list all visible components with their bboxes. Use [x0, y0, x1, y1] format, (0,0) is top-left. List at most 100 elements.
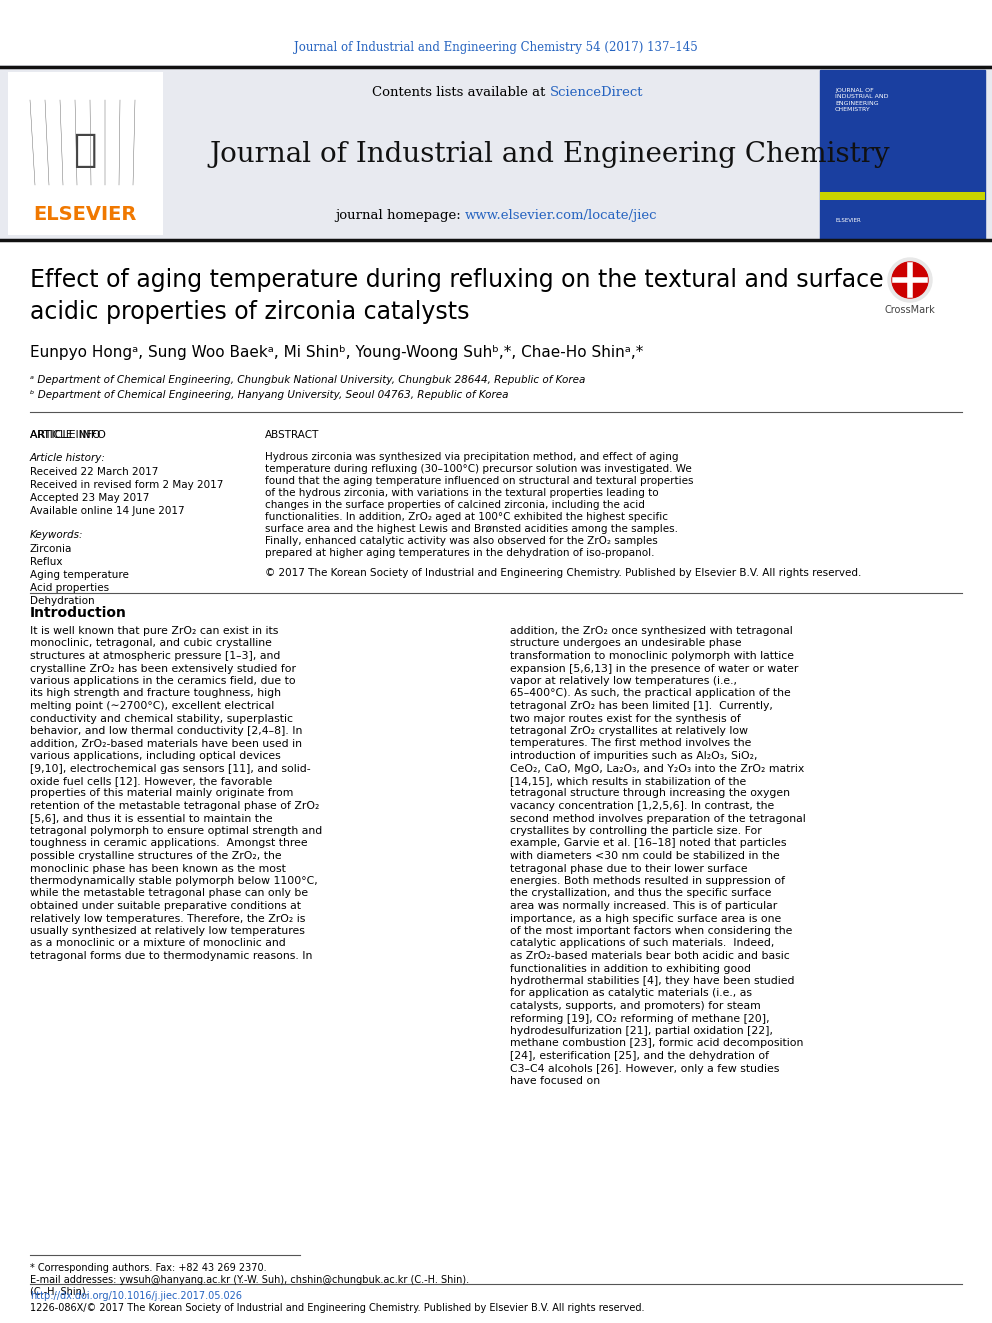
Text: ᵇ Department of Chemical Engineering, Hanyang University, Seoul 04763, Republic : ᵇ Department of Chemical Engineering, Ha… [30, 390, 509, 400]
Text: energies. Both methods resulted in suppression of: energies. Both methods resulted in suppr… [510, 876, 785, 886]
Text: monoclinic, tetragonal, and cubic crystalline: monoclinic, tetragonal, and cubic crysta… [30, 639, 272, 648]
Text: monoclinic phase has been known as the most: monoclinic phase has been known as the m… [30, 864, 286, 873]
Text: second method involves preparation of the tetragonal: second method involves preparation of th… [510, 814, 806, 823]
Text: structures at atmospheric pressure [1–3], and: structures at atmospheric pressure [1–3]… [30, 651, 281, 662]
Text: ELSEVIER: ELSEVIER [835, 217, 861, 222]
Text: with diameters <30 nm could be stabilized in the: with diameters <30 nm could be stabilize… [510, 851, 780, 861]
Text: oxide fuel cells [12]. However, the favorable: oxide fuel cells [12]. However, the favo… [30, 777, 272, 786]
Text: temperature during refluxing (30–100°C) precursor solution was investigated. We: temperature during refluxing (30–100°C) … [265, 464, 691, 474]
Text: thermodynamically stable polymorph below 1100°C,: thermodynamically stable polymorph below… [30, 876, 317, 886]
Circle shape [892, 262, 928, 298]
Text: 65–400°C). As such, the practical application of the: 65–400°C). As such, the practical applic… [510, 688, 791, 699]
Text: obtained under suitable preparative conditions at: obtained under suitable preparative cond… [30, 901, 301, 912]
Bar [820, 70, 985, 239]
Text: various applications in the ceramics field, due to: various applications in the ceramics fie… [30, 676, 296, 687]
Text: functionalities in addition to exhibiting good: functionalities in addition to exhibitin… [510, 963, 751, 974]
Text: ᵃ Department of Chemical Engineering, Chungbuk National University, Chungbuk 286: ᵃ Department of Chemical Engineering, Ch… [30, 374, 585, 385]
Text: © 2017 The Korean Society of Industrial and Engineering Chemistry. Published by : © 2017 The Korean Society of Industrial … [265, 568, 861, 578]
Text: found that the aging temperature influenced on structural and textural propertie: found that the aging temperature influen… [265, 476, 693, 486]
Text: Effect of aging temperature during refluxing on the textural and surface: Effect of aging temperature during reflu… [30, 269, 884, 292]
Text: [9,10], electrochemical gas sensors [11], and solid-: [9,10], electrochemical gas sensors [11]… [30, 763, 310, 774]
Text: expansion [5,6,13] in the presence of water or water: expansion [5,6,13] in the presence of wa… [510, 664, 799, 673]
Text: Journal of Industrial and Engineering Chemistry 54 (2017) 137–145: Journal of Industrial and Engineering Ch… [294, 41, 698, 54]
Text: http://dx.doi.org/10.1016/j.jiec.2017.05.026: http://dx.doi.org/10.1016/j.jiec.2017.05… [30, 1291, 242, 1301]
Text: Aging temperature: Aging temperature [30, 570, 129, 579]
Text: of the most important factors when considering the: of the most important factors when consi… [510, 926, 793, 935]
Text: tetragonal polymorph to ensure optimal strength and: tetragonal polymorph to ensure optimal s… [30, 826, 322, 836]
Text: changes in the surface properties of calcined zirconia, including the acid: changes in the surface properties of cal… [265, 500, 645, 509]
Text: JOURNAL OF
INDUSTRIAL AND
ENGINEERING
CHEMISTRY: JOURNAL OF INDUSTRIAL AND ENGINEERING CH… [835, 89, 889, 112]
Text: Journal of Industrial and Engineering Chemistry: Journal of Industrial and Engineering Ch… [209, 142, 890, 168]
Text: tetragonal ZrO₂ has been limited [1].  Currently,: tetragonal ZrO₂ has been limited [1]. Cu… [510, 701, 773, 710]
Text: toughness in ceramic applications.  Amongst three: toughness in ceramic applications. Among… [30, 839, 308, 848]
Text: [5,6], and thus it is essential to maintain the: [5,6], and thus it is essential to maint… [30, 814, 273, 823]
Text: tetragonal ZrO₂ crystallites at relatively low: tetragonal ZrO₂ crystallites at relative… [510, 726, 748, 736]
Text: structure undergoes an undesirable phase: structure undergoes an undesirable phase [510, 639, 742, 648]
Text: have focused on: have focused on [510, 1076, 600, 1086]
Text: vacancy concentration [1,2,5,6]. In contrast, the: vacancy concentration [1,2,5,6]. In cont… [510, 800, 774, 811]
Text: [14,15], which results in stabilization of the: [14,15], which results in stabilization … [510, 777, 746, 786]
Circle shape [888, 258, 932, 302]
Text: acidic properties of zirconia catalysts: acidic properties of zirconia catalysts [30, 300, 469, 324]
Text: Eunpyo Hongᵃ, Sung Woo Baekᵃ, Mi Shinᵇ, Young-Woong Suhᵇ,*, Chae-Ho Shinᵃ,*: Eunpyo Hongᵃ, Sung Woo Baekᵃ, Mi Shinᵇ, … [30, 344, 644, 360]
Text: C3–C4 alcohols [26]. However, only a few studies: C3–C4 alcohols [26]. However, only a few… [510, 1064, 780, 1073]
Text: functionalities. In addition, ZrO₂ aged at 100°C exhibited the highest specific: functionalities. In addition, ZrO₂ aged … [265, 512, 668, 523]
Text: [24], esterification [25], and the dehydration of: [24], esterification [25], and the dehyd… [510, 1050, 769, 1061]
Text: melting point (∼2700°C), excellent electrical: melting point (∼2700°C), excellent elect… [30, 701, 274, 710]
Bar [8, 71, 163, 235]
Text: Reflux: Reflux [30, 557, 62, 568]
Text: Finally, enhanced catalytic activity was also observed for the ZrO₂ samples: Finally, enhanced catalytic activity was… [265, 536, 658, 546]
Text: possible crystalline structures of the ZrO₂, the: possible crystalline structures of the Z… [30, 851, 282, 861]
Text: tetragonal structure through increasing the oxygen: tetragonal structure through increasing … [510, 789, 790, 799]
Text: vapor at relatively low temperatures (i.e.,: vapor at relatively low temperatures (i.… [510, 676, 737, 687]
Text: Received in revised form 2 May 2017: Received in revised form 2 May 2017 [30, 480, 223, 490]
Text: Article history:: Article history: [30, 452, 106, 463]
Text: surface area and the highest Lewis and Brønsted acidities among the samples.: surface area and the highest Lewis and B… [265, 524, 678, 534]
Text: relatively low temperatures. Therefore, the ZrO₂ is: relatively low temperatures. Therefore, … [30, 913, 306, 923]
Text: hydrodesulfurization [21], partial oxidation [22],: hydrodesulfurization [21], partial oxida… [510, 1027, 773, 1036]
Text: conductivity and chemical stability, superplastic: conductivity and chemical stability, sup… [30, 713, 293, 724]
Text: of the hydrous zirconia, with variations in the textural properties leading to: of the hydrous zirconia, with variations… [265, 488, 659, 497]
Text: Acid properties: Acid properties [30, 583, 109, 593]
Text: crystalline ZrO₂ has been extensively studied for: crystalline ZrO₂ has been extensively st… [30, 664, 296, 673]
Text: as ZrO₂-based materials bear both acidic and basic: as ZrO₂-based materials bear both acidic… [510, 951, 790, 960]
Text: catalytic applications of such materials.  Indeed,: catalytic applications of such materials… [510, 938, 775, 949]
Text: reforming [19], CO₂ reforming of methane [20],: reforming [19], CO₂ reforming of methane… [510, 1013, 770, 1024]
Text: * Corresponding authors. Fax: +82 43 269 2370.: * Corresponding authors. Fax: +82 43 269… [30, 1263, 267, 1273]
Text: journal homepage:: journal homepage: [335, 209, 465, 221]
Text: the crystallization, and thus the specific surface: the crystallization, and thus the specif… [510, 889, 772, 898]
Text: tetragonal phase due to their lower surface: tetragonal phase due to their lower surf… [510, 864, 748, 873]
Text: 1226-086X/© 2017 The Korean Society of Industrial and Engineering Chemistry. Pub: 1226-086X/© 2017 The Korean Society of I… [30, 1303, 645, 1312]
Text: Received 22 March 2017: Received 22 March 2017 [30, 467, 159, 478]
Text: temperatures. The first method involves the: temperatures. The first method involves … [510, 738, 751, 749]
Text: example, Garvie et al. [16–18] noted that particles: example, Garvie et al. [16–18] noted tha… [510, 839, 787, 848]
Text: area was normally increased. This is of particular: area was normally increased. This is of … [510, 901, 778, 912]
Text: Keywords:: Keywords: [30, 531, 83, 540]
Text: Dehydration: Dehydration [30, 595, 94, 606]
Text: transformation to monoclinic polymorph with lattice: transformation to monoclinic polymorph w… [510, 651, 794, 662]
Text: various applications, including optical devices: various applications, including optical … [30, 751, 281, 761]
Text: retention of the metastable tetragonal phase of ZrO₂: retention of the metastable tetragonal p… [30, 800, 319, 811]
Text: It is well known that pure ZrO₂ can exist in its: It is well known that pure ZrO₂ can exis… [30, 626, 279, 636]
Text: catalysts, supports, and promoters) for steam: catalysts, supports, and promoters) for … [510, 1002, 761, 1011]
Text: E-mail addresses: ywsuh@hanyang.ac.kr (Y.-W. Suh), chshin@chungbuk.ac.kr (C.-H. : E-mail addresses: ywsuh@hanyang.ac.kr (Y… [30, 1275, 469, 1285]
Text: ARTICLE INFO: ARTICLE INFO [30, 430, 106, 441]
Text: ScienceDirect: ScienceDirect [550, 86, 644, 99]
Text: Introduction: Introduction [30, 606, 127, 620]
Text: Hydrous zirconia was synthesized via precipitation method, and effect of aging: Hydrous zirconia was synthesized via pre… [265, 452, 679, 462]
Text: while the metastable tetragonal phase can only be: while the metastable tetragonal phase ca… [30, 889, 309, 898]
Text: two major routes exist for the synthesis of: two major routes exist for the synthesis… [510, 713, 741, 724]
Text: www.elsevier.com/locate/jiec: www.elsevier.com/locate/jiec [465, 209, 658, 221]
Text: (C.-H. Shin).: (C.-H. Shin). [30, 1287, 88, 1297]
Text: Zirconia: Zirconia [30, 544, 72, 554]
Text: ELSEVIER: ELSEVIER [34, 205, 137, 225]
Text: its high strength and fracture toughness, high: its high strength and fracture toughness… [30, 688, 281, 699]
Text: Contents lists available at: Contents lists available at [372, 86, 550, 99]
Text: methane combustion [23], formic acid decomposition: methane combustion [23], formic acid dec… [510, 1039, 804, 1049]
Text: Available online 14 June 2017: Available online 14 June 2017 [30, 505, 185, 516]
Text: ABSTRACT: ABSTRACT [265, 430, 319, 441]
Text: crystallites by controlling the particle size. For: crystallites by controlling the particle… [510, 826, 762, 836]
Bar [820, 192, 985, 200]
Text: tetragonal forms due to thermodynamic reasons. In: tetragonal forms due to thermodynamic re… [30, 951, 312, 960]
Text: as a monoclinic or a mixture of monoclinic and: as a monoclinic or a mixture of monoclin… [30, 938, 286, 949]
